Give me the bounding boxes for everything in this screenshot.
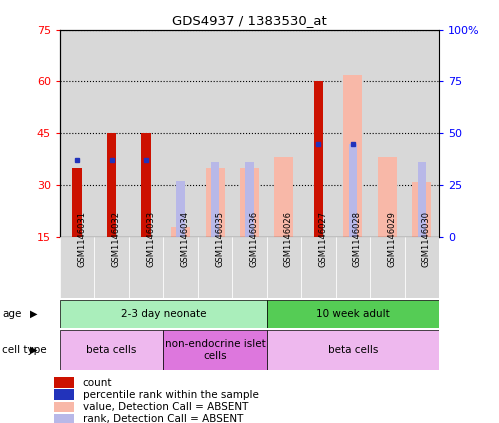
Bar: [163, 237, 198, 298]
Bar: [274, 157, 293, 237]
Bar: [314, 82, 323, 237]
Text: beta cells: beta cells: [328, 345, 378, 355]
Bar: [267, 330, 439, 370]
Text: ▶: ▶: [30, 345, 37, 355]
Bar: [370, 30, 405, 237]
Bar: [343, 74, 362, 237]
Bar: [54, 414, 74, 423]
Bar: [54, 401, 74, 412]
Text: percentile rank within the sample: percentile rank within the sample: [83, 390, 258, 400]
Text: GSM1146028: GSM1146028: [353, 211, 362, 267]
Text: 10 week adult: 10 week adult: [316, 309, 390, 319]
Text: GSM1146029: GSM1146029: [387, 211, 396, 266]
Bar: [336, 237, 370, 298]
Bar: [163, 30, 198, 237]
Text: non-endocrine islet
cells: non-endocrine islet cells: [165, 339, 265, 361]
Bar: [211, 162, 220, 237]
Text: 2-3 day neonate: 2-3 day neonate: [121, 309, 206, 319]
Bar: [301, 30, 336, 237]
Text: cell type: cell type: [2, 345, 47, 355]
Text: GSM1146032: GSM1146032: [112, 211, 121, 267]
Bar: [129, 237, 163, 298]
Bar: [405, 237, 439, 298]
Bar: [405, 30, 439, 237]
Bar: [94, 237, 129, 298]
Bar: [267, 30, 301, 237]
Bar: [240, 168, 259, 237]
Bar: [267, 237, 301, 298]
Bar: [245, 162, 254, 237]
Bar: [206, 168, 225, 237]
Bar: [349, 144, 357, 237]
Bar: [378, 157, 397, 237]
Bar: [418, 162, 426, 237]
Bar: [141, 133, 151, 237]
Text: beta cells: beta cells: [86, 345, 137, 355]
Title: GDS4937 / 1383530_at: GDS4937 / 1383530_at: [172, 14, 327, 27]
Bar: [267, 300, 439, 328]
Bar: [54, 390, 74, 400]
Text: GSM1146026: GSM1146026: [284, 211, 293, 267]
Bar: [232, 237, 267, 298]
Bar: [60, 237, 94, 298]
Bar: [176, 181, 185, 237]
Text: count: count: [83, 378, 112, 387]
Bar: [60, 300, 267, 328]
Text: GSM1146036: GSM1146036: [250, 211, 258, 267]
Text: GSM1146035: GSM1146035: [215, 211, 224, 267]
Text: ▶: ▶: [30, 309, 37, 319]
Bar: [72, 168, 82, 237]
Bar: [412, 181, 431, 237]
Bar: [370, 237, 405, 298]
Text: GSM1146033: GSM1146033: [146, 211, 155, 267]
Text: rank, Detection Call = ABSENT: rank, Detection Call = ABSENT: [83, 414, 243, 423]
Text: age: age: [2, 309, 22, 319]
Bar: [129, 30, 163, 237]
Bar: [60, 30, 94, 237]
Text: value, Detection Call = ABSENT: value, Detection Call = ABSENT: [83, 402, 248, 412]
Bar: [301, 237, 336, 298]
Text: GSM1146027: GSM1146027: [318, 211, 327, 267]
Bar: [163, 330, 267, 370]
Text: GSM1146034: GSM1146034: [181, 211, 190, 267]
Bar: [60, 330, 163, 370]
Bar: [198, 30, 232, 237]
Bar: [171, 227, 190, 237]
Bar: [54, 377, 74, 388]
Bar: [232, 30, 267, 237]
Bar: [107, 133, 116, 237]
Text: GSM1146030: GSM1146030: [422, 211, 431, 267]
Bar: [336, 30, 370, 237]
Bar: [94, 30, 129, 237]
Text: GSM1146031: GSM1146031: [77, 211, 86, 267]
Bar: [198, 237, 232, 298]
